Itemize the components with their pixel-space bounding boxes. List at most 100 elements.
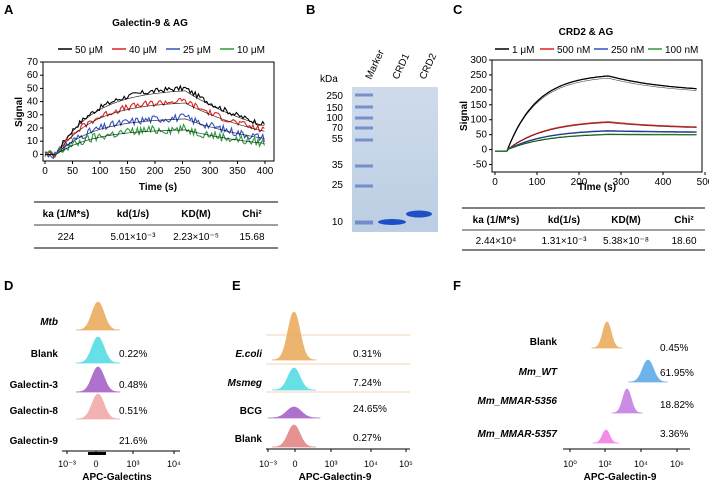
panel-c-table: ka (1/M*s) kd(1/s) KD(M) Chi² 2.44×10⁴ 1… [462, 207, 705, 251]
panel-c-curves [495, 75, 697, 152]
a-xtick: 200 [147, 166, 164, 177]
e-row-msmeg: Msmeg [228, 378, 262, 389]
panel-a-table: ka (1/M*s) kd(1/s) KD(M) Chi² 224 5.01×1… [34, 201, 278, 249]
a-ytick: 60 [27, 70, 39, 81]
f-pct-blank: 0.45% [660, 343, 688, 354]
panel-f-histograms [563, 321, 690, 452]
panel-label-b: B [306, 2, 315, 17]
panel-a-ylabel: Signal [14, 97, 25, 127]
c-fit-1 [495, 122, 697, 152]
legend-c-1um: 1 μM [512, 45, 534, 56]
table-c-v2: 1.31×10⁻³ [541, 236, 587, 247]
f-xtick-2: 10⁴ [634, 459, 648, 469]
panel-a-title: Galectin-9 & AG [112, 18, 188, 29]
panel-a-axes: 0 50 100 150 200 250 300 350 400 0 10 20 30 40 50 60 70 [27, 57, 274, 177]
c-ytick: 0 [481, 145, 487, 156]
d-row-galectin3: Galectin-3 [10, 380, 59, 391]
e-xtick-1: 0 [292, 459, 297, 469]
table-c-v3: 5.38×10⁻⁸ [603, 236, 649, 247]
panel-a-curves [44, 84, 265, 160]
panel-e-histograms [266, 311, 410, 452]
marker-70: 70 [332, 123, 344, 134]
legend-a-25: 25 μM [183, 45, 211, 56]
f-row-mmar5357: Mm_MMAR-5357 [478, 429, 558, 440]
a-fit-3 [45, 129, 265, 155]
a-xtick: 350 [229, 166, 246, 177]
gel-bands [355, 93, 432, 225]
a-ytick: 20 [27, 123, 39, 134]
e-row-ecoli: E.coli [235, 349, 262, 360]
f-row-mmar5356: Mm_MMAR-5356 [478, 396, 558, 407]
marker-band [355, 116, 373, 120]
panel-c-plot-frame [491, 59, 703, 173]
table-a-v3: 2.23×10⁻⁵ [173, 232, 219, 243]
c-series-0 [495, 75, 697, 152]
marker-band [355, 184, 373, 188]
legend-c-500nm: 500 nM [557, 45, 590, 56]
marker-band [355, 126, 373, 130]
marker-band [355, 220, 373, 225]
marker-250: 250 [326, 91, 343, 102]
table-a-h3: KD(M) [181, 209, 210, 220]
crd1-band [378, 219, 406, 225]
c-ytick: -50 [473, 160, 488, 171]
e-xtick-4: 10⁵ [399, 459, 413, 469]
lane-label-marker: Marker [364, 48, 387, 81]
f-pct-mmar5357: 3.36% [660, 429, 688, 440]
c-ytick: 100 [470, 115, 487, 126]
d-pct-galectin8: 0.51% [119, 406, 147, 417]
f-pct-mmar5356: 18.82% [660, 400, 694, 411]
e-pct-msmeg: 7.24% [353, 378, 381, 389]
c-ytick: 300 [470, 55, 487, 66]
a-ytick: 50 [27, 83, 39, 94]
legend-a-10: 10 μM [237, 45, 265, 56]
panel-label-c: C [453, 2, 463, 17]
f-row-blank: Blank [530, 337, 558, 348]
table-a-v1: 224 [58, 232, 75, 243]
panel-label-f: F [453, 278, 461, 293]
table-a-v2: 5.01×10⁻³ [110, 232, 156, 243]
a-xtick: 150 [119, 166, 136, 177]
crd2-band [406, 210, 432, 218]
marker-band [355, 164, 373, 168]
e-pct-blank: 0.27% [353, 433, 381, 444]
table-a-h4: Chi² [242, 209, 262, 220]
panel-d-xlabel: APC-Galectins [82, 472, 152, 483]
table-a-h2: kd(1/s) [117, 209, 149, 220]
a-xtick: 400 [257, 166, 274, 177]
c-series-3 [495, 133, 697, 152]
a-xtick: 300 [202, 166, 219, 177]
panel-d-histograms [62, 301, 180, 455]
a-fit-2 [45, 118, 265, 155]
marker-10: 10 [332, 217, 344, 228]
c-xtick: 0 [492, 177, 498, 188]
c-ytick: 150 [470, 100, 487, 111]
c-ytick: 200 [470, 85, 487, 96]
panel-label-e: E [232, 278, 241, 293]
c-fit-2 [495, 131, 697, 152]
e-pct-ecoli: 0.31% [353, 349, 381, 360]
c-series-2 [495, 130, 697, 152]
d-xtick-2: 10³ [126, 459, 139, 469]
c-ytick: 50 [476, 130, 488, 141]
f-xtick-0: 10⁰ [563, 459, 577, 469]
a-ytick: 70 [27, 57, 39, 68]
c-fit-0 [495, 77, 697, 152]
marker-25: 25 [332, 180, 344, 191]
marker-band [355, 105, 373, 109]
f-row-mmwt: Mm_WT [519, 367, 558, 378]
table-c-h3: KD(M) [611, 215, 640, 226]
e-xtick-3: 10⁴ [364, 459, 378, 469]
c-xtick: 400 [655, 177, 672, 188]
marker-55: 55 [332, 134, 344, 145]
panel-c-xlabel: Time (s) [578, 182, 616, 193]
a-ytick: 30 [27, 110, 39, 121]
e-row-bcg: BCG [240, 406, 262, 417]
panel-c-legend: 1 μM 500 nM 250 nM 100 nM [495, 45, 698, 56]
d-xtick-3: 10⁴ [167, 459, 181, 469]
c-fit-3 [495, 134, 697, 152]
f-xtick-1: 10² [598, 459, 611, 469]
panel-d-header: Mtb [40, 317, 58, 328]
table-a-h1: ka (1/M*s) [43, 209, 90, 220]
